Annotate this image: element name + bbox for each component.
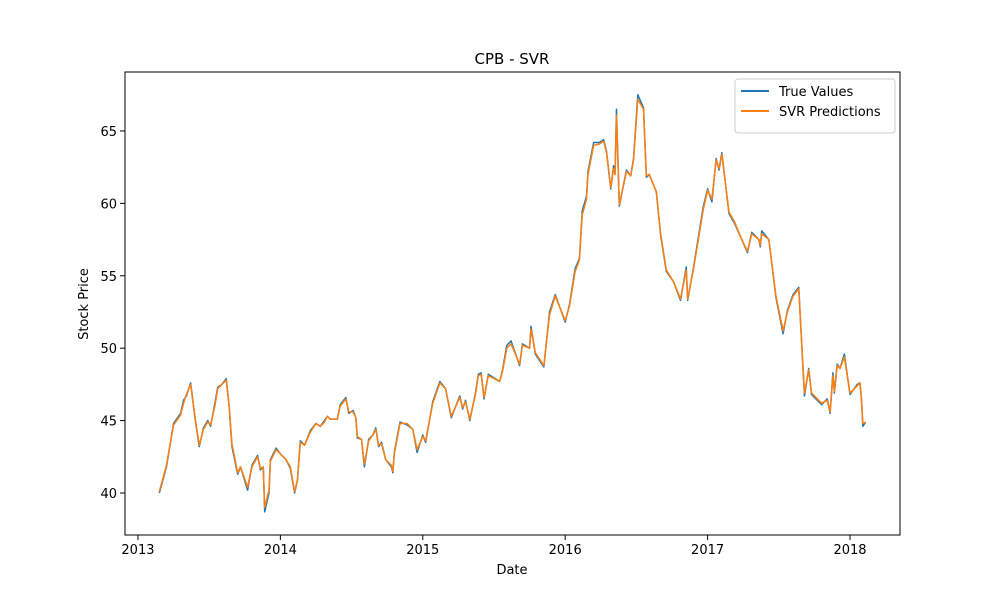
x-axis-label: Date	[496, 563, 527, 578]
x-tick-label: 2018	[833, 543, 866, 558]
axes-frame	[124, 71, 901, 536]
legend-box	[734, 78, 896, 134]
x-tick-label: 2014	[264, 543, 297, 558]
chart-title: CPB - SVR	[475, 50, 550, 68]
x-tick-label: 2015	[406, 543, 439, 558]
x-tick-label: 2013	[121, 543, 154, 558]
y-tick-label: 40	[100, 487, 117, 502]
y-tick-label: 65	[100, 125, 117, 140]
y-tick-label: 50	[100, 342, 117, 357]
series-line	[158, 98, 867, 509]
y-tick-label: 60	[100, 197, 117, 212]
y-tick-label: 55	[100, 270, 117, 285]
legend-label: SVR Predictions	[779, 105, 881, 120]
legend-label: True Values	[778, 85, 853, 100]
y-tick-label: 45	[100, 415, 117, 430]
x-tick-label: 2016	[549, 543, 582, 558]
x-tick-label: 2017	[691, 543, 724, 558]
y-axis-label: Stock Price	[77, 268, 92, 340]
